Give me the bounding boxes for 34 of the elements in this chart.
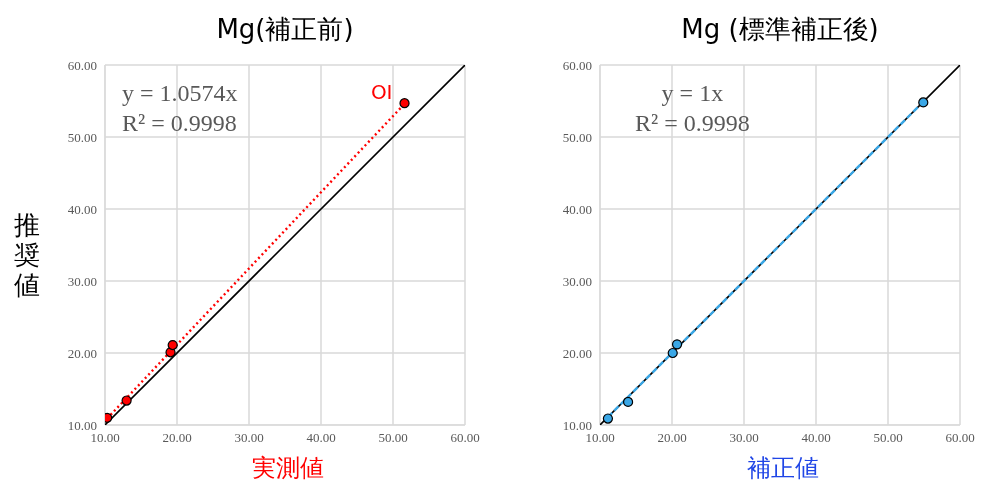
y-tick-label: 60.00 (67, 57, 97, 73)
y-tick-label: 10.00 (562, 417, 592, 433)
chart-title: Mg (標準補正後) (680, 13, 880, 46)
y-tick-label: 50.00 (562, 129, 592, 145)
x-axis-title: 実測値 (250, 453, 325, 484)
x-tick-label: 20.00 (162, 430, 192, 446)
annotation: R² = 0.9998 (122, 109, 238, 138)
annotation: y = 1.0574x (122, 79, 238, 108)
x-tick-label: 10.00 (585, 430, 615, 446)
x-axis-title: 補正値 (745, 453, 820, 484)
y-tick-label: 40.00 (67, 201, 97, 217)
annotation: R² = 0.9998 (635, 109, 750, 138)
x-tick-label: 50.00 (378, 430, 408, 446)
x-tick-label: 50.00 (873, 430, 903, 446)
y-tick-label: 40.00 (562, 201, 592, 217)
annotation: y = 1x (660, 79, 725, 108)
y-tick-label: 20.00 (562, 345, 592, 361)
y-tick-label: 10.00 (67, 417, 97, 433)
x-tick-label: 60.00 (945, 430, 975, 446)
y-axis-title: 推奨値 (13, 210, 41, 300)
x-tick-label: 20.00 (657, 430, 687, 446)
chart-title: Mg(補正前) (215, 13, 355, 46)
x-tick-label: 30.00 (729, 430, 759, 446)
annotation: OI (370, 80, 393, 105)
x-tick-label: 30.00 (234, 430, 264, 446)
y-tick-label: 20.00 (67, 345, 97, 361)
y-tick-label: 30.00 (67, 273, 97, 289)
y-tick-label: 30.00 (562, 273, 592, 289)
x-tick-label: 40.00 (801, 430, 831, 446)
x-tick-label: 60.00 (450, 430, 480, 446)
y-tick-label: 50.00 (67, 129, 97, 145)
y-tick-label: 60.00 (562, 57, 592, 73)
x-tick-label: 40.00 (306, 430, 336, 446)
x-tick-label: 10.00 (90, 430, 120, 446)
